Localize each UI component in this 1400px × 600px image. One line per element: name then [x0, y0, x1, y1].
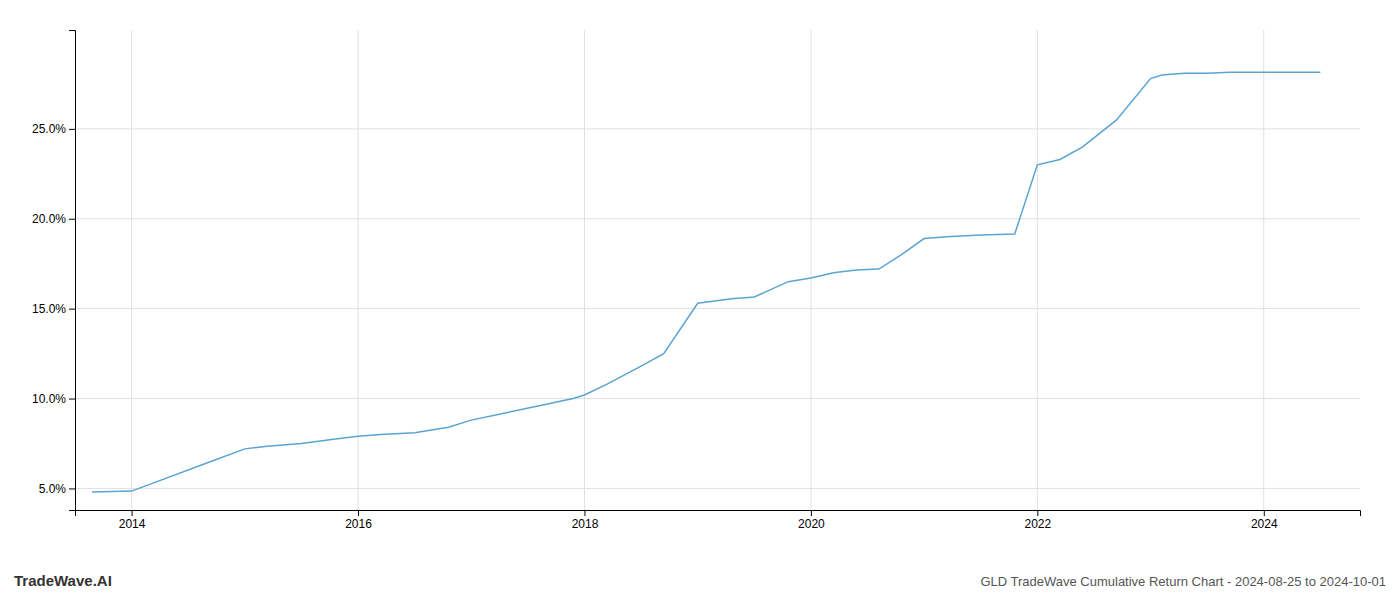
grid-line-x: [584, 30, 585, 510]
x-tick-label: 2018: [572, 517, 599, 531]
y-axis: 5.0% 10.0% 15.0% 20.0% 25.0%: [32, 31, 76, 511]
x-axis: 2014 2016 2018 2020 2022 2024: [76, 510, 1361, 531]
y-tick: 10.0%: [32, 392, 75, 406]
grid-line-x: [1263, 30, 1264, 510]
x-tick-mark: [358, 510, 359, 516]
y-tick-label: 15.0%: [32, 302, 66, 316]
grid: [75, 30, 1360, 510]
x-tick-label: 2016: [345, 517, 372, 531]
x-tick: 2014: [119, 510, 146, 531]
grid-line-y: [75, 128, 1360, 129]
y-tick: 20.0%: [32, 212, 75, 226]
line: [92, 72, 1320, 492]
y-tick: 15.0%: [32, 302, 75, 316]
chart: 2014 2016 2018 2020 2022 2024 5.0% 10.0% 15.0% 20…: [0, 0, 1400, 600]
x-tick: 2016: [345, 510, 372, 531]
x-tick-label: 2020: [798, 517, 825, 531]
plot: 2014 2016 2018 2020 2022 2024 5.0% 10.0% 15.0% 20…: [32, 30, 1361, 531]
title: GLD TradeWave Cumulative Return Chart - …: [980, 574, 1386, 589]
x-tick: 2022: [1024, 510, 1051, 531]
marks: [92, 72, 1320, 492]
x-tick-mark: [1037, 510, 1038, 516]
y-tick: 25.0%: [32, 122, 75, 136]
x-tick: 2020: [798, 510, 825, 531]
y-tick-mark: [69, 309, 75, 310]
x-tick-mark: [811, 510, 812, 516]
x-axis-line: [76, 511, 1361, 517]
y-tick-label: 25.0%: [32, 122, 66, 136]
y-tick: 5.0%: [39, 482, 75, 496]
y-tick-mark: [69, 129, 75, 130]
y-axis-line: [69, 31, 76, 511]
grid-line-x: [358, 30, 359, 510]
grid-line-x: [1037, 30, 1038, 510]
footer: TradeWave.AI: [14, 572, 112, 589]
grid-line-x: [131, 30, 132, 510]
y-tick-label: 10.0%: [32, 392, 66, 406]
x-tick-label: 2024: [1251, 517, 1278, 531]
x-tick-mark: [584, 510, 585, 516]
y-tick-label: 5.0%: [39, 482, 67, 496]
grid-line-y: [75, 398, 1360, 399]
grid-line-y: [75, 308, 1360, 309]
grid-line-x: [810, 30, 811, 510]
x-tick-mark: [1264, 510, 1265, 516]
x-tick-label: 2014: [119, 517, 146, 531]
y-tick-mark: [69, 488, 75, 489]
y-tick-mark: [69, 399, 75, 400]
grid-line-y: [75, 218, 1360, 219]
x-tick: 2024: [1251, 510, 1278, 531]
y-tick-label: 20.0%: [32, 212, 66, 226]
x-tick-mark: [132, 510, 133, 516]
grid-line-y: [75, 488, 1360, 489]
x-tick: 2018: [572, 510, 599, 531]
x-tick-label: 2022: [1024, 517, 1051, 531]
y-tick-mark: [69, 219, 75, 220]
